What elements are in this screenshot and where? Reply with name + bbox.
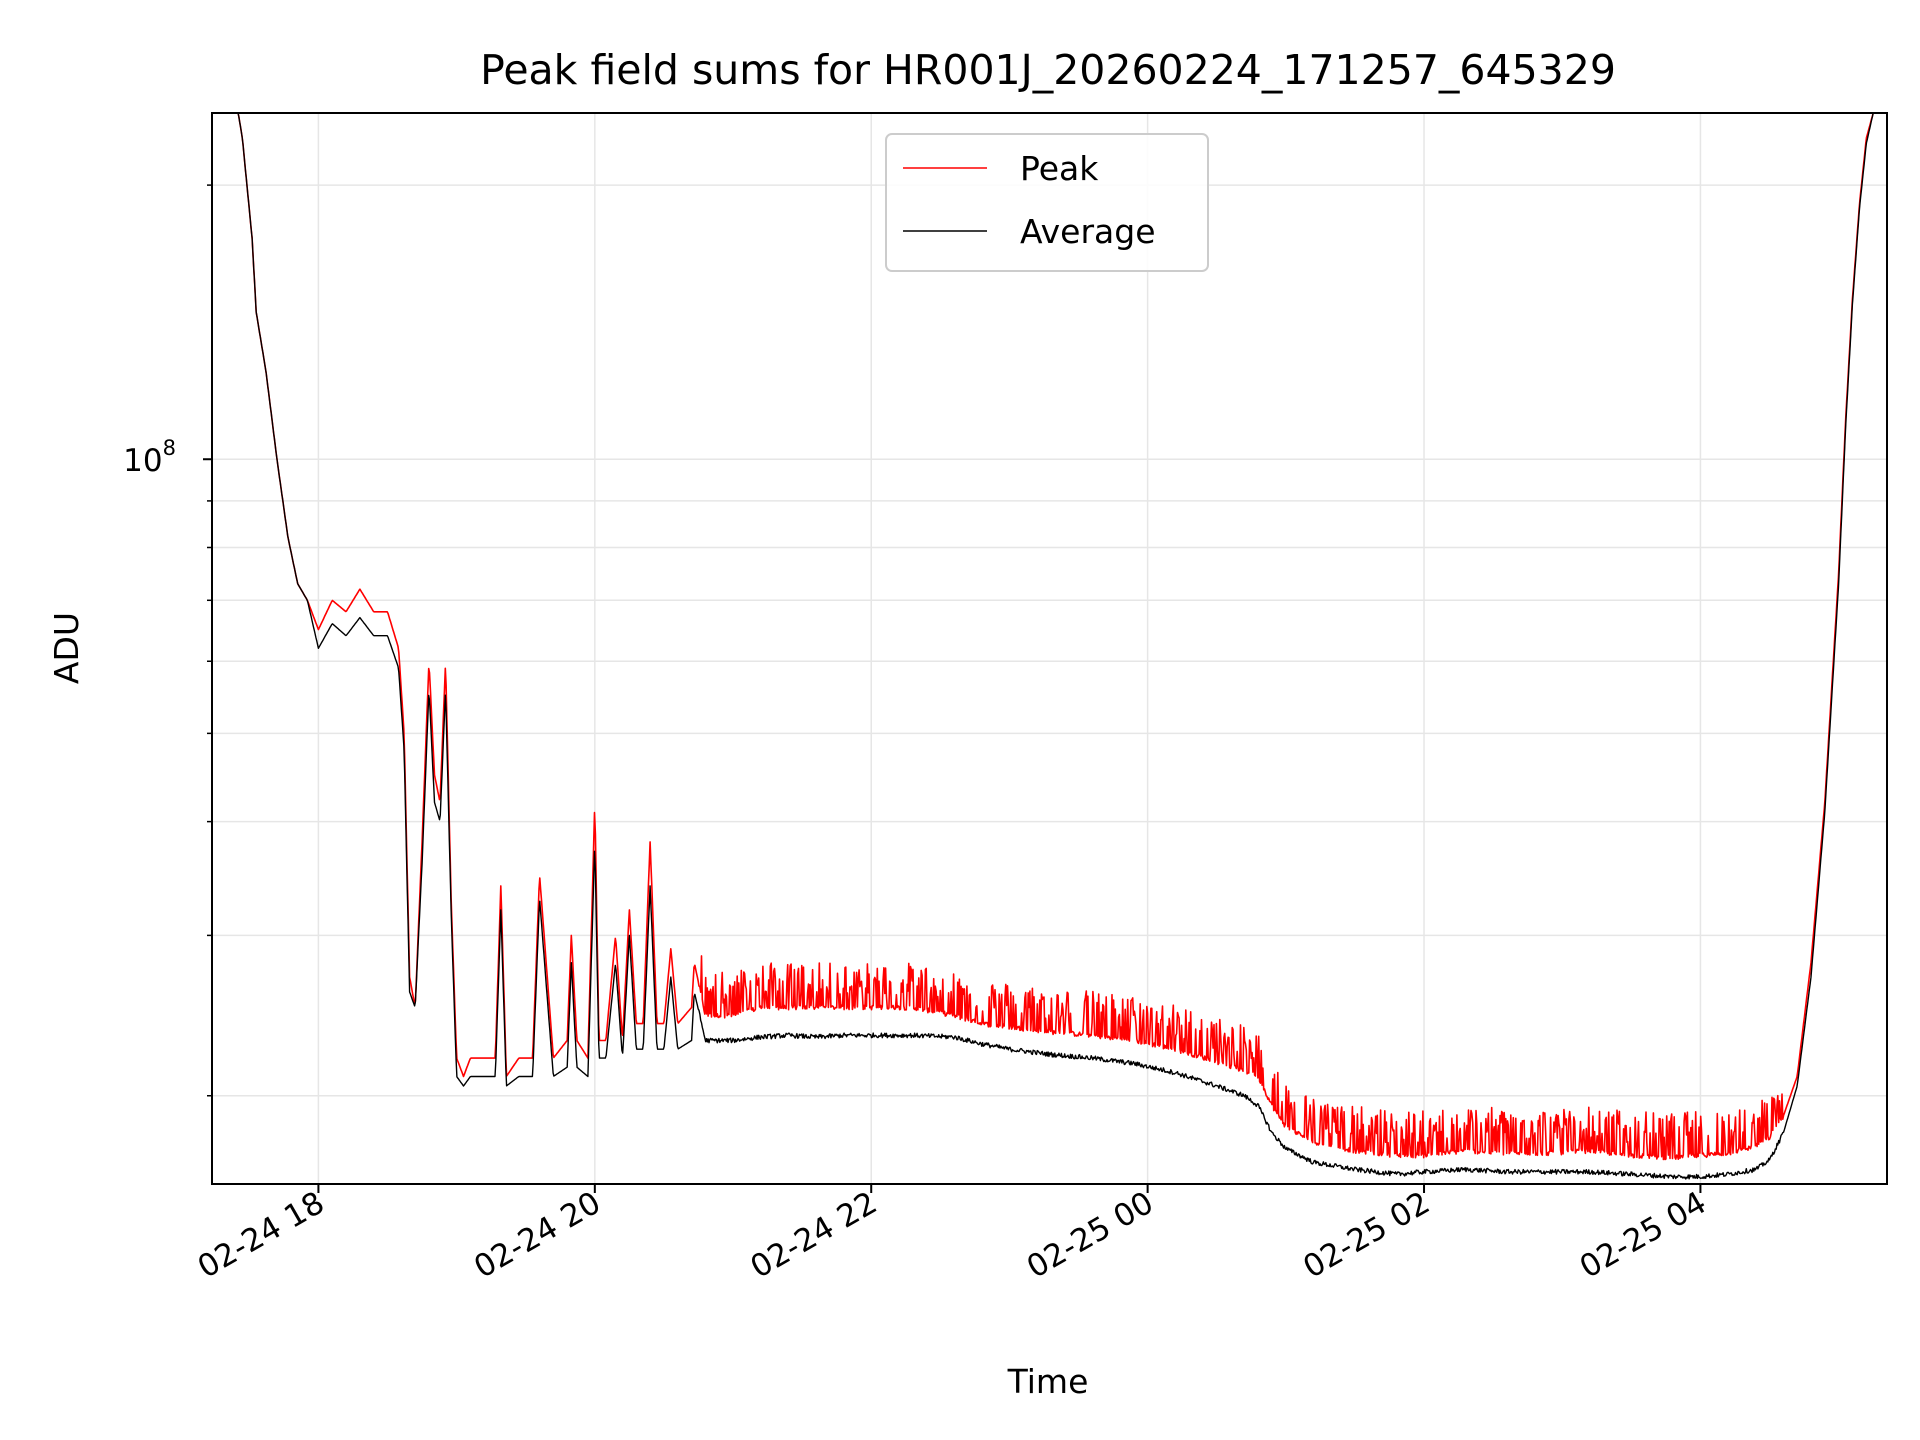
x-tick-label: 02-25 02: [1297, 1185, 1436, 1286]
x-tick-label: 02-24 22: [745, 1185, 884, 1286]
plot-frame: [211, 112, 1888, 1185]
y-tick-label: 108: [123, 436, 176, 479]
x-tick-label: 02-24 20: [468, 1185, 607, 1286]
y-axis-label: ADU: [47, 612, 86, 684]
legend: Peak Average: [885, 133, 1209, 272]
axis-ticks: 02-24 18 02-24 20 02-24 22 02-25 00 02-25 02…: [123, 184, 1713, 1286]
x-tick-label: 02-25 04: [1574, 1185, 1713, 1286]
series-line-average: [214, 113, 1887, 1180]
x-tick-label: 02-25 00: [1021, 1185, 1160, 1286]
grid: [212, 113, 1887, 1184]
legend-label-peak: Peak: [1020, 149, 1099, 188]
chart-title: Peak field sums for HR001J_20260224_1712…: [480, 46, 1616, 94]
series-line-peak: [214, 113, 1887, 1161]
y-tick-exponent: 8: [163, 436, 176, 460]
legend-label-average: Average: [1020, 212, 1156, 251]
x-tick-label: 02-24 18: [192, 1185, 331, 1286]
x-axis-label: Time: [1007, 1362, 1089, 1401]
plot-series: [214, 113, 1887, 1180]
